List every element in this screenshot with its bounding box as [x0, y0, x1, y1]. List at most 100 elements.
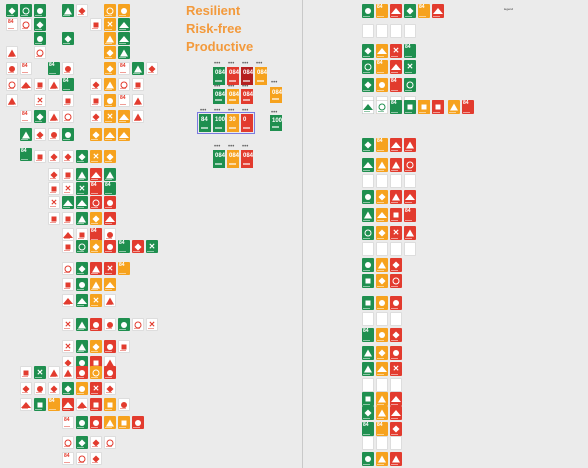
component-tile[interactable]: ✕	[62, 340, 74, 353]
component-tile[interactable]	[376, 226, 388, 240]
component-tile[interactable]	[104, 398, 116, 411]
component-tile[interactable]	[90, 436, 102, 449]
component-tile[interactable]	[132, 110, 144, 123]
component-tile[interactable]: ✕	[34, 366, 46, 379]
component-tile[interactable]	[362, 44, 374, 58]
component-tile[interactable]	[362, 274, 374, 288]
component-tile[interactable]	[20, 382, 32, 395]
component-tile[interactable]: 84	[6, 18, 18, 31]
tile-menu-dots[interactable]: •••	[242, 144, 249, 150]
component-tile[interactable]	[376, 378, 388, 392]
score-tile[interactable]: 100	[213, 114, 225, 132]
component-tile[interactable]	[104, 196, 116, 209]
component-tile[interactable]: ✕	[104, 18, 116, 31]
component-tile[interactable]	[76, 436, 88, 449]
component-tile[interactable]	[362, 174, 374, 188]
component-tile[interactable]	[390, 60, 402, 74]
component-tile[interactable]: 84	[20, 148, 32, 161]
component-tile[interactable]: 84	[118, 62, 130, 75]
tile-menu-dots[interactable]: •••	[256, 61, 263, 67]
component-tile[interactable]: 84	[376, 422, 388, 436]
component-tile[interactable]	[390, 208, 402, 222]
component-tile[interactable]: 84	[362, 328, 374, 342]
component-tile[interactable]	[376, 208, 388, 222]
component-tile[interactable]	[34, 150, 46, 163]
component-tile[interactable]	[362, 242, 374, 256]
component-tile[interactable]	[90, 212, 102, 225]
component-tile[interactable]	[362, 100, 374, 114]
tile-menu-dots[interactable]: •••	[228, 108, 235, 114]
component-tile[interactable]	[90, 78, 102, 91]
component-tile[interactable]	[362, 258, 374, 272]
component-tile[interactable]	[90, 110, 102, 123]
component-tile[interactable]	[362, 406, 374, 420]
component-tile[interactable]	[362, 378, 374, 392]
component-tile[interactable]	[62, 278, 74, 291]
component-tile[interactable]	[404, 78, 416, 92]
score-tile[interactable]: 084	[241, 89, 253, 104]
component-tile[interactable]: 84	[390, 100, 402, 114]
component-tile[interactable]	[62, 4, 74, 17]
component-tile[interactable]	[118, 78, 130, 91]
component-tile[interactable]	[390, 436, 402, 450]
component-tile[interactable]	[362, 60, 374, 74]
component-tile[interactable]	[104, 128, 116, 141]
component-tile[interactable]	[362, 190, 374, 204]
component-tile[interactable]	[376, 274, 388, 288]
component-tile[interactable]	[362, 78, 374, 92]
component-tile[interactable]: 84	[404, 208, 416, 222]
component-tile[interactable]: 84	[90, 228, 102, 241]
component-tile[interactable]	[90, 416, 102, 429]
score-tile[interactable]: 30	[227, 114, 239, 132]
component-tile[interactable]	[104, 4, 116, 17]
component-tile[interactable]	[448, 100, 460, 114]
component-tile[interactable]	[90, 168, 102, 181]
score-tile[interactable]: 084	[227, 150, 239, 168]
component-tile[interactable]: 84	[376, 4, 388, 18]
component-tile[interactable]	[76, 150, 88, 163]
component-tile[interactable]	[376, 190, 388, 204]
tile-menu-dots[interactable]: •••	[228, 84, 235, 90]
component-tile[interactable]	[104, 78, 116, 91]
score-tile[interactable]: 0	[241, 114, 253, 132]
component-tile[interactable]: 84	[48, 62, 60, 75]
component-tile[interactable]: 84	[376, 138, 388, 152]
component-tile[interactable]	[104, 340, 116, 353]
component-tile[interactable]	[118, 340, 130, 353]
score-tile[interactable]: 84	[199, 114, 211, 132]
component-tile[interactable]	[376, 296, 388, 310]
component-tile[interactable]: ✕	[390, 226, 402, 240]
component-tile[interactable]	[76, 4, 88, 17]
component-tile[interactable]	[104, 228, 116, 241]
component-tile[interactable]	[104, 46, 116, 59]
tile-menu-dots[interactable]: •••	[214, 144, 221, 150]
component-tile[interactable]: ✕	[404, 60, 416, 74]
component-tile[interactable]	[132, 62, 144, 75]
component-tile[interactable]	[376, 392, 388, 406]
component-tile[interactable]	[90, 18, 102, 31]
component-tile[interactable]: 84	[376, 24, 388, 38]
component-tile[interactable]	[118, 398, 130, 411]
component-tile[interactable]	[6, 78, 18, 91]
component-tile[interactable]	[62, 366, 74, 379]
component-tile[interactable]: ✕	[34, 94, 46, 107]
component-tile[interactable]	[90, 278, 102, 291]
component-tile[interactable]	[362, 392, 374, 406]
component-tile[interactable]	[362, 312, 374, 326]
component-tile[interactable]: ✕	[146, 240, 158, 253]
score-tile[interactable]: 084	[241, 150, 253, 168]
component-tile[interactable]: ✕	[62, 318, 74, 331]
component-tile[interactable]	[6, 62, 18, 75]
component-tile[interactable]	[62, 262, 74, 275]
component-tile[interactable]	[20, 398, 32, 411]
component-tile[interactable]	[34, 110, 46, 123]
tile-menu-dots[interactable]: •••	[214, 61, 221, 67]
component-tile[interactable]	[390, 258, 402, 272]
component-tile[interactable]	[362, 226, 374, 240]
component-tile[interactable]	[376, 328, 388, 342]
component-tile[interactable]: 84	[20, 62, 32, 75]
component-tile[interactable]	[48, 128, 60, 141]
component-tile[interactable]	[404, 158, 416, 172]
component-tile[interactable]	[6, 46, 18, 59]
component-tile[interactable]	[76, 398, 88, 411]
